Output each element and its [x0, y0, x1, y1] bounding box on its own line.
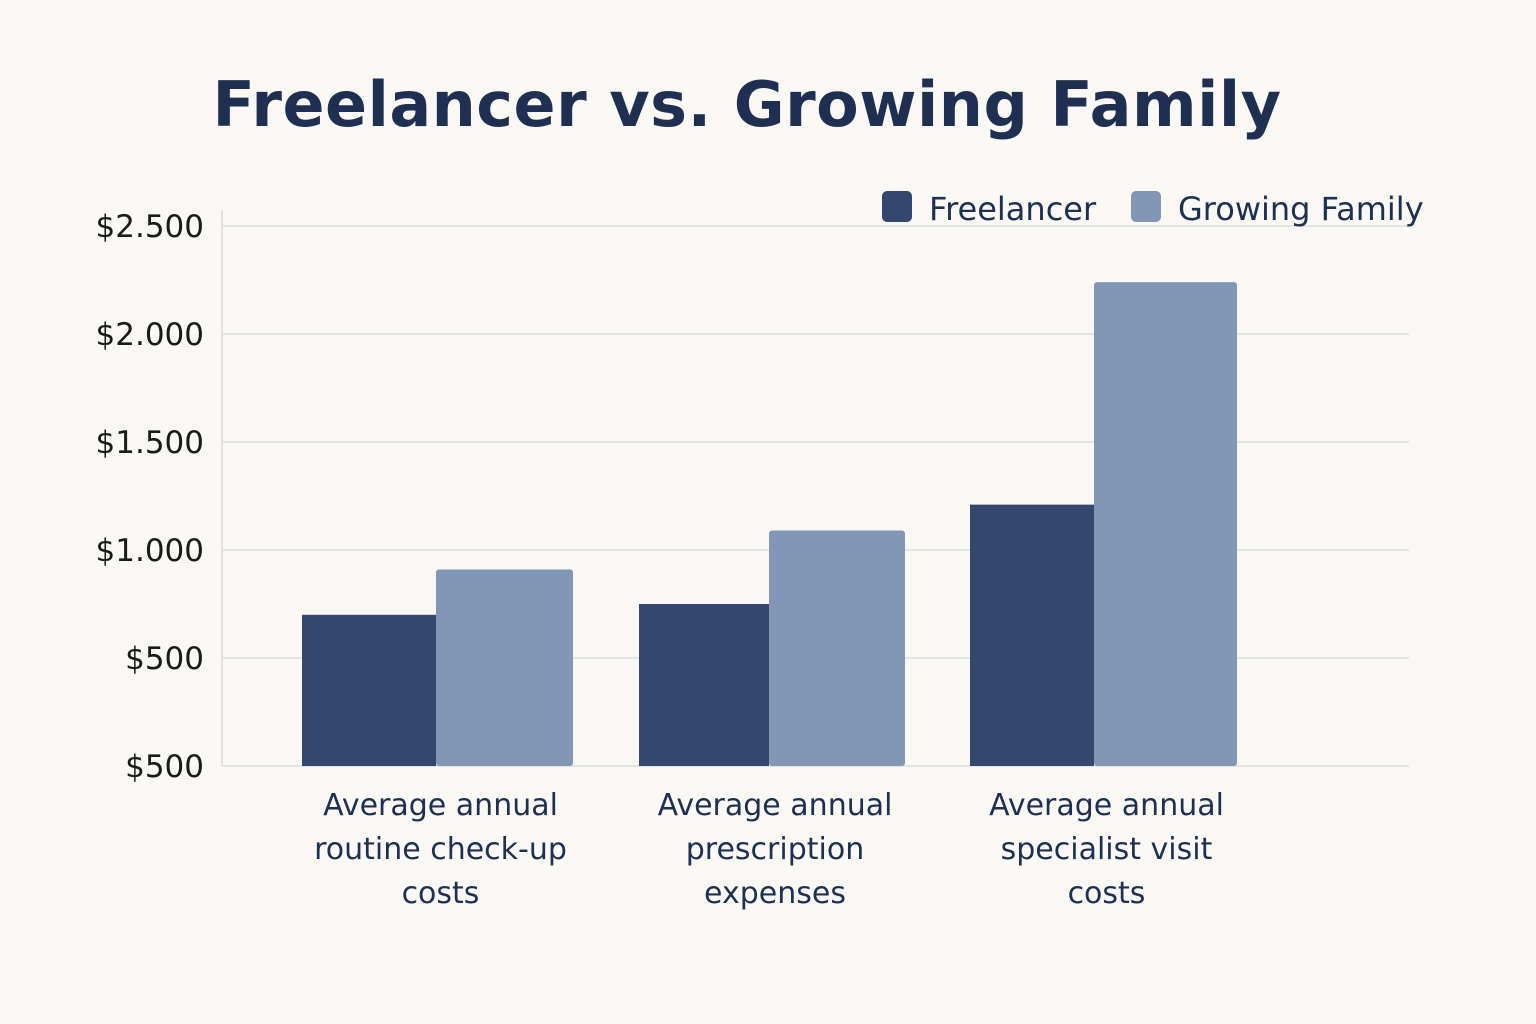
bar-growing-family [436, 569, 573, 766]
legend-label: Freelancer [929, 190, 1097, 228]
y-tick-label: $1.500 [96, 425, 204, 461]
bar-freelancer [639, 604, 769, 766]
x-tick-label: costs [402, 876, 480, 911]
bar-growing-family [1094, 282, 1237, 766]
y-tick-label: $2.000 [96, 317, 204, 353]
bar-freelancer [302, 614, 436, 766]
x-tick-label: prescription [686, 832, 864, 867]
x-tick-label: costs [1068, 876, 1146, 911]
legend-label: Growing Family [1178, 190, 1424, 228]
y-tick-label: $500 [125, 641, 204, 677]
legend-swatch [1131, 191, 1161, 222]
bar-growing-family [769, 530, 905, 766]
x-tick-label: expenses [704, 876, 846, 911]
x-tick-label: specialist visit [1001, 832, 1213, 867]
x-tick-label: Average annual [323, 788, 558, 823]
bar-freelancer [970, 504, 1094, 766]
x-tick-label: Average annual [658, 788, 893, 823]
y-tick-label: $500 [125, 749, 204, 785]
x-tick-label: routine check-up [314, 832, 567, 867]
x-tick-label: Average annual [989, 788, 1224, 823]
chart-title: Freelancer vs. Growing Family [212, 68, 1282, 141]
y-tick-label: $2.500 [96, 209, 204, 245]
legend-swatch [882, 191, 912, 222]
y-tick-label: $1.000 [96, 533, 204, 569]
